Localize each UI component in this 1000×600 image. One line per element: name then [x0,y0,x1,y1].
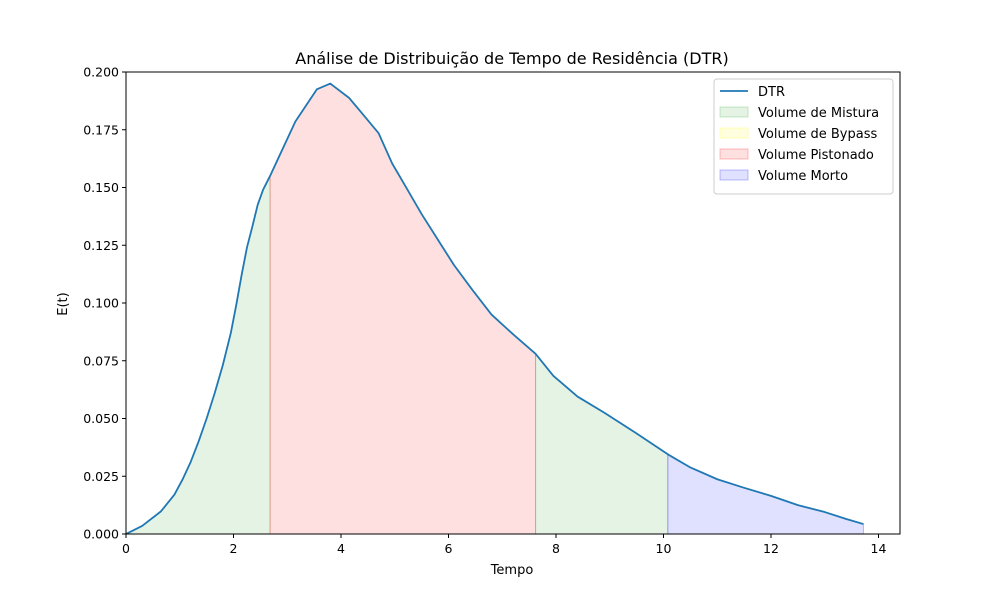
legend-swatch-volume-pistonado [719,148,749,160]
legend-swatch-volume-de-bypass [719,127,749,139]
legend: DTR Volume de Mistura Volume de Bypass Volu… [713,78,894,195]
x-tick-label: 14 [871,541,887,556]
legend-label-volume-de-mistura: Volume de Mistura [758,106,879,121]
x-tick-label: 0 [122,541,130,556]
series-layer [125,82,864,535]
y-tick-label: 0.100 [83,296,119,311]
chart-title: Análise de Distribuição de Tempo de Resi… [295,49,728,68]
region-volume-pistonado-0 [269,82,537,535]
legend-label-volume-pistonado: Volume Pistonado [758,148,874,163]
y-tick-label: 0.150 [83,180,119,195]
x-axis: 0 2 4 6 8 10 12 14 [122,534,886,556]
region-volume-de-mistura-1 [535,352,669,535]
legend-label-dtr: DTR [758,85,785,100]
x-tick-label: 2 [230,541,238,556]
y-tick-label: 0.050 [83,411,119,426]
x-axis-label: Tempo [490,563,534,578]
y-tick-label: 0.075 [83,353,119,368]
legend-box [713,78,894,195]
x-tick-label: 10 [656,541,672,556]
y-tick-label: 0.025 [83,469,119,484]
x-tick-label: 12 [763,541,779,556]
legend-swatch-volume-de-mistura [719,106,749,118]
series-line-dtr [125,82,864,535]
y-axis-label: E(t) [56,292,71,315]
legend-label-volume-morto: Volume Morto [758,169,848,184]
x-tick-label: 4 [337,541,345,556]
x-tick-label: 6 [445,541,453,556]
y-tick-label: 0.125 [83,238,119,253]
x-tick-label: 8 [552,541,560,556]
legend-label-volume-de-bypass: Volume de Bypass [758,127,877,142]
region-volume-de-mistura-0 [125,175,271,535]
y-axis: 0.000 0.025 0.050 0.075 0.100 0.125 0.150 0.175… [83,65,126,542]
y-tick-label: 0.000 [83,527,119,542]
legend-swatch-volume-morto [719,169,749,181]
y-tick-label: 0.200 [83,65,119,80]
y-tick-label: 0.175 [83,122,119,137]
